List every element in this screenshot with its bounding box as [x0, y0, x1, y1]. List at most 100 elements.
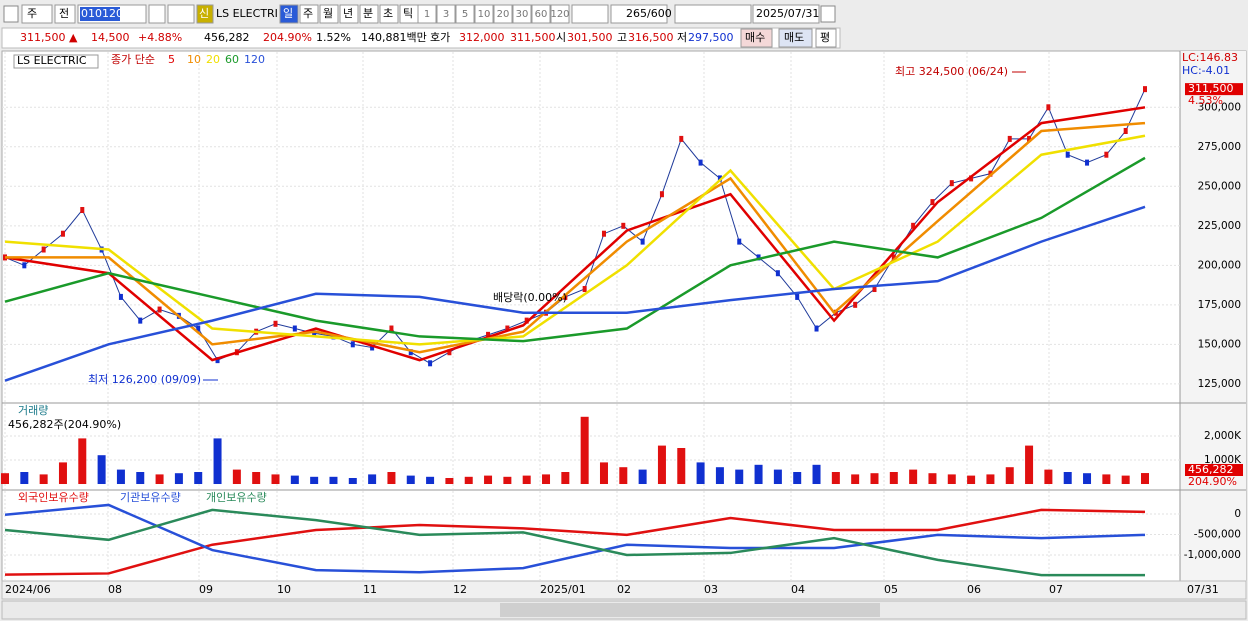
volume-bar [58, 462, 67, 485]
date-box[interactable] [752, 4, 820, 24]
interval-button[interactable] [493, 4, 513, 24]
x-tick-label: 06 [967, 583, 981, 596]
interval: 120 [550, 9, 569, 20]
x-tick-label: 10 [277, 583, 291, 596]
x-tick-label: 07 [1049, 583, 1063, 596]
interval: 60 [535, 9, 548, 20]
volume-bar [368, 474, 377, 485]
volume-bar [522, 475, 531, 485]
buy-button[interactable] [740, 28, 773, 48]
interval-button[interactable] [550, 4, 570, 24]
volume-bar [677, 448, 686, 485]
panel-subtitle: 456,282주(204.90%) [8, 418, 121, 431]
search-button[interactable] [148, 4, 166, 24]
market-select[interactable] [21, 4, 53, 24]
candle [717, 175, 722, 182]
x-axis-bar [1, 580, 1247, 600]
legend-entry: 5 [168, 53, 175, 66]
candle [41, 246, 46, 253]
volume-bar [445, 478, 454, 485]
volume-bar [1025, 445, 1034, 485]
candle [1085, 159, 1090, 166]
x-tick-label: 2024/06 [5, 583, 51, 596]
volume-bar [1, 473, 9, 485]
new-badge-box [196, 4, 214, 24]
volume-bar [232, 469, 241, 485]
sound-button[interactable] [167, 4, 195, 24]
ma-line [4, 106, 1146, 362]
candle [679, 135, 684, 142]
legend-entry: 개인보유수량 [206, 491, 267, 504]
period-button[interactable] [319, 4, 339, 24]
interval: 1 [424, 9, 430, 20]
volume-bar [194, 472, 203, 485]
interval-button[interactable] [417, 4, 437, 24]
open: 301,500 [567, 31, 613, 44]
volume-bar [464, 476, 473, 485]
period-button[interactable] [359, 4, 379, 24]
code-selection [80, 7, 120, 21]
volume-bar [136, 472, 145, 485]
candle [1123, 128, 1128, 135]
close-line [4, 88, 1146, 364]
candle [737, 238, 742, 245]
candle [447, 349, 452, 356]
interval-button[interactable] [512, 4, 532, 24]
prev-button[interactable] [54, 4, 76, 24]
y-tick-label: 250,000 [1198, 180, 1241, 192]
volume-bar [348, 478, 357, 485]
dropdown[interactable] [571, 4, 609, 24]
candle [60, 230, 65, 237]
candle [930, 199, 935, 206]
low-label: 저 [677, 31, 687, 44]
volume-bar [503, 476, 512, 485]
lc: LC:146.83 [1182, 51, 1238, 64]
volume-bar [773, 469, 782, 485]
x-tick-label: 02 [617, 583, 631, 596]
interval-button[interactable] [436, 4, 456, 24]
interval: 3 [443, 9, 449, 20]
interval-button[interactable] [455, 4, 475, 24]
period: 분 [363, 7, 373, 20]
sell-button[interactable] [778, 28, 813, 48]
calendar-button[interactable] [820, 5, 836, 23]
volume-bar [78, 438, 87, 485]
menu-icon[interactable] [3, 5, 19, 23]
period: 일 [283, 6, 293, 20]
period: 주 [303, 7, 313, 20]
candle [911, 222, 916, 229]
y-tick-label: 275,000 [1198, 141, 1241, 153]
change: 14,500 [91, 31, 130, 44]
count-box[interactable] [610, 4, 668, 24]
period: 틱 [403, 7, 413, 20]
candle [563, 293, 568, 300]
candle [872, 286, 877, 293]
low-note: 최저 126,200 (09/09) [88, 373, 201, 386]
y-tick-label: 0 [1234, 508, 1241, 520]
volume-bar [484, 475, 493, 485]
volume-bar [909, 469, 918, 485]
x-tick-label: 08 [108, 583, 122, 596]
holding-line [4, 503, 1146, 574]
last-date: 07/31 [1187, 583, 1219, 596]
period-button[interactable] [379, 4, 399, 24]
stock-label: LS ELECTRIC [17, 54, 87, 67]
period-button[interactable] [339, 4, 359, 24]
interval-button[interactable] [474, 4, 494, 24]
candle [408, 349, 413, 356]
interval-button[interactable] [531, 4, 551, 24]
tool-icons[interactable] [674, 4, 752, 24]
legend-entry: 60 [225, 53, 239, 66]
x-tick-label: 2025/01 [540, 583, 586, 596]
high: 316,500 [628, 31, 674, 44]
period: 월 [323, 7, 333, 20]
volume-bar [271, 474, 280, 485]
scroll-thumb[interactable] [500, 603, 880, 617]
period-button[interactable] [279, 4, 299, 24]
period-button[interactable] [299, 4, 319, 24]
avg-button[interactable] [815, 28, 837, 48]
ma-line [4, 156, 1146, 343]
candle [118, 293, 123, 300]
volume-bar [793, 472, 802, 485]
candle [486, 331, 491, 338]
